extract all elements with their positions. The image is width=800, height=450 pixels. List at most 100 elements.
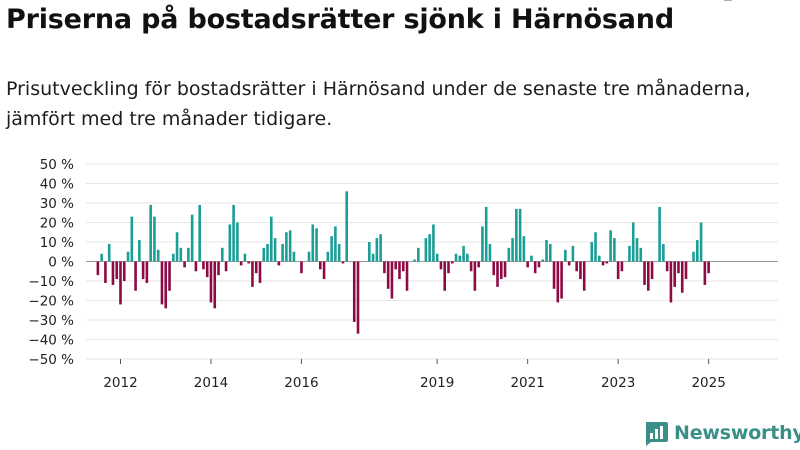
bar xyxy=(134,261,137,291)
bar xyxy=(262,247,266,262)
bar xyxy=(168,261,171,291)
bar xyxy=(590,242,594,262)
bar xyxy=(560,261,563,299)
bar xyxy=(115,261,119,280)
bar xyxy=(337,243,341,262)
bar xyxy=(405,261,409,291)
bar xyxy=(288,230,292,262)
bar xyxy=(334,226,337,262)
bar xyxy=(613,238,616,262)
bar xyxy=(368,242,371,262)
bar xyxy=(390,261,394,299)
bar xyxy=(484,206,488,262)
bar xyxy=(533,261,537,274)
bar xyxy=(684,261,688,280)
y-tick-label: −50 % xyxy=(28,352,74,368)
bar xyxy=(432,224,435,262)
bar xyxy=(130,216,134,262)
bar xyxy=(499,261,503,280)
bar xyxy=(488,243,492,262)
bar xyxy=(205,261,209,278)
bar xyxy=(190,214,194,262)
bar-series xyxy=(96,191,710,334)
bar xyxy=(202,261,205,270)
bar xyxy=(236,222,239,262)
bar xyxy=(469,261,473,272)
bar xyxy=(481,226,484,262)
bar xyxy=(126,251,130,262)
bar xyxy=(635,238,639,262)
brand-name: Newsworthy xyxy=(674,422,800,444)
bar xyxy=(601,261,605,266)
bar xyxy=(141,261,145,280)
bar xyxy=(537,261,541,268)
bar xyxy=(477,261,480,268)
bar xyxy=(582,261,586,291)
bar xyxy=(111,261,115,285)
bar xyxy=(273,238,277,262)
bar xyxy=(330,236,333,262)
bar xyxy=(439,261,443,270)
bar xyxy=(379,234,382,262)
bar xyxy=(673,261,676,287)
bar xyxy=(669,261,673,303)
x-tick-label: 2021 xyxy=(510,375,544,391)
bar xyxy=(213,261,217,309)
bar xyxy=(564,249,567,262)
bar xyxy=(515,208,518,262)
bar xyxy=(239,261,243,266)
bar xyxy=(620,261,624,272)
bar xyxy=(292,251,296,262)
bar xyxy=(300,261,303,274)
annotations: −6 % xyxy=(723,0,769,4)
bar xyxy=(677,261,680,274)
bar xyxy=(443,261,447,291)
bar xyxy=(198,204,201,262)
bar xyxy=(311,224,315,262)
x-tick-label: 2016 xyxy=(284,375,318,391)
bar xyxy=(375,238,379,262)
bar xyxy=(466,253,469,262)
bar xyxy=(458,255,462,262)
bar xyxy=(548,243,552,262)
bar xyxy=(556,261,560,303)
bar xyxy=(628,245,631,262)
bar xyxy=(266,243,269,262)
bar xyxy=(503,261,507,278)
chart-subtitle: Prisutveckling för bostadsrätter i Härnö… xyxy=(6,78,751,130)
newsworthy-logo-icon xyxy=(646,422,668,446)
y-tick-label: −10 % xyxy=(28,274,74,290)
y-axis: 50 % 40 % 30 % 20 % 10 % 0 % −10 % −20 % −30 % −4… xyxy=(28,157,74,368)
bar xyxy=(605,261,609,264)
bar xyxy=(692,251,695,262)
bar xyxy=(699,222,703,262)
bar xyxy=(356,261,360,334)
bar xyxy=(401,261,405,272)
bar xyxy=(552,261,556,289)
bar xyxy=(435,253,439,262)
y-tick-label: 30 % xyxy=(40,196,74,212)
bar xyxy=(138,240,141,262)
bar xyxy=(209,261,213,303)
bar xyxy=(315,228,318,262)
bar xyxy=(492,261,496,276)
y-tick-label: 10 % xyxy=(40,235,74,251)
bar xyxy=(217,261,220,276)
bar xyxy=(270,216,273,262)
bar xyxy=(160,261,164,305)
bar xyxy=(96,261,100,276)
bar xyxy=(175,232,179,262)
y-tick-label: 50 % xyxy=(40,157,74,173)
bar xyxy=(594,232,597,262)
bar xyxy=(149,204,152,262)
bar xyxy=(243,253,247,262)
x-tick-label: 2014 xyxy=(194,375,228,391)
bar xyxy=(326,251,330,262)
bar xyxy=(119,261,122,305)
bar xyxy=(285,232,288,262)
y-tick-label: 20 % xyxy=(40,216,74,232)
bar xyxy=(511,238,514,262)
bar xyxy=(319,261,322,270)
bar xyxy=(254,261,258,274)
